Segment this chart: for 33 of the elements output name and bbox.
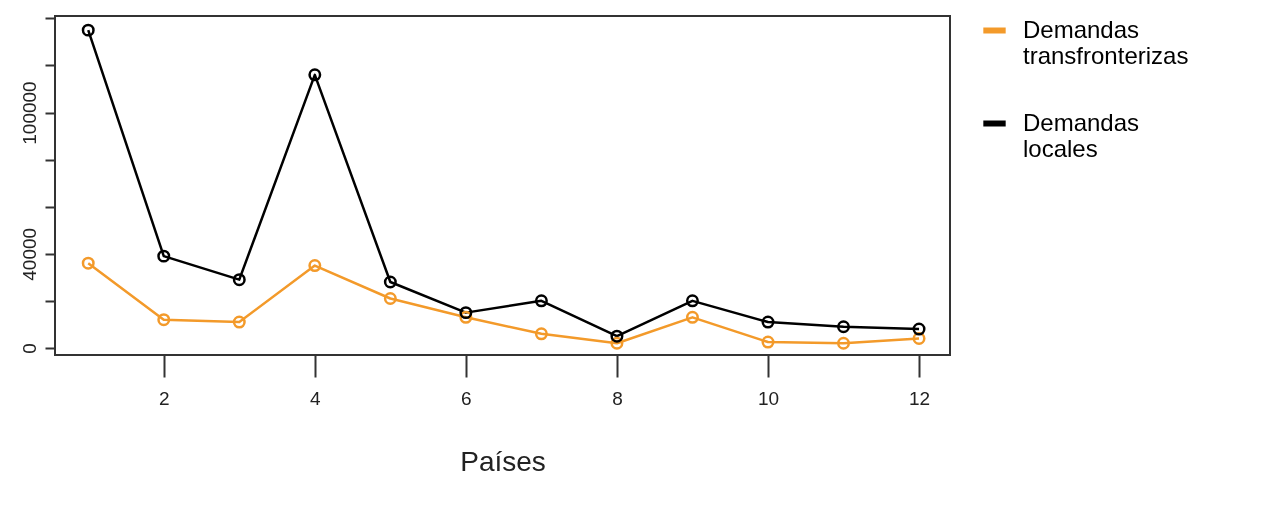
point [157, 313, 171, 327]
y-tick-label: 40000 [18, 227, 40, 281]
point [232, 273, 246, 287]
point [685, 310, 699, 324]
point [308, 68, 322, 82]
point [81, 23, 95, 37]
point [157, 249, 171, 263]
point [232, 315, 246, 329]
point [383, 275, 397, 289]
point [459, 306, 473, 320]
point [534, 294, 548, 308]
x-tick-label: 12 [908, 387, 931, 409]
point [761, 335, 775, 349]
x-axis-title: Países [460, 445, 546, 477]
x-tick-label: 8 [612, 387, 623, 409]
point [685, 294, 699, 308]
point [761, 315, 775, 329]
y-tick-label: 100000 [18, 81, 40, 145]
point [610, 329, 624, 343]
point [308, 259, 322, 273]
point [534, 327, 548, 341]
legend-label: Demandas locales [1023, 108, 1140, 162]
legend-label: Demandas transfronterizas [1023, 15, 1189, 69]
point [81, 256, 95, 270]
x-tick-label: 10 [757, 387, 780, 409]
point [837, 320, 850, 334]
point [837, 336, 850, 350]
x-tick-label: 6 [461, 387, 472, 409]
y-tick-label: 0 [18, 343, 40, 354]
point [383, 292, 397, 305]
x-tick-label: 2 [158, 387, 170, 409]
point [912, 322, 926, 336]
x-tick-label: 4 [310, 387, 322, 409]
